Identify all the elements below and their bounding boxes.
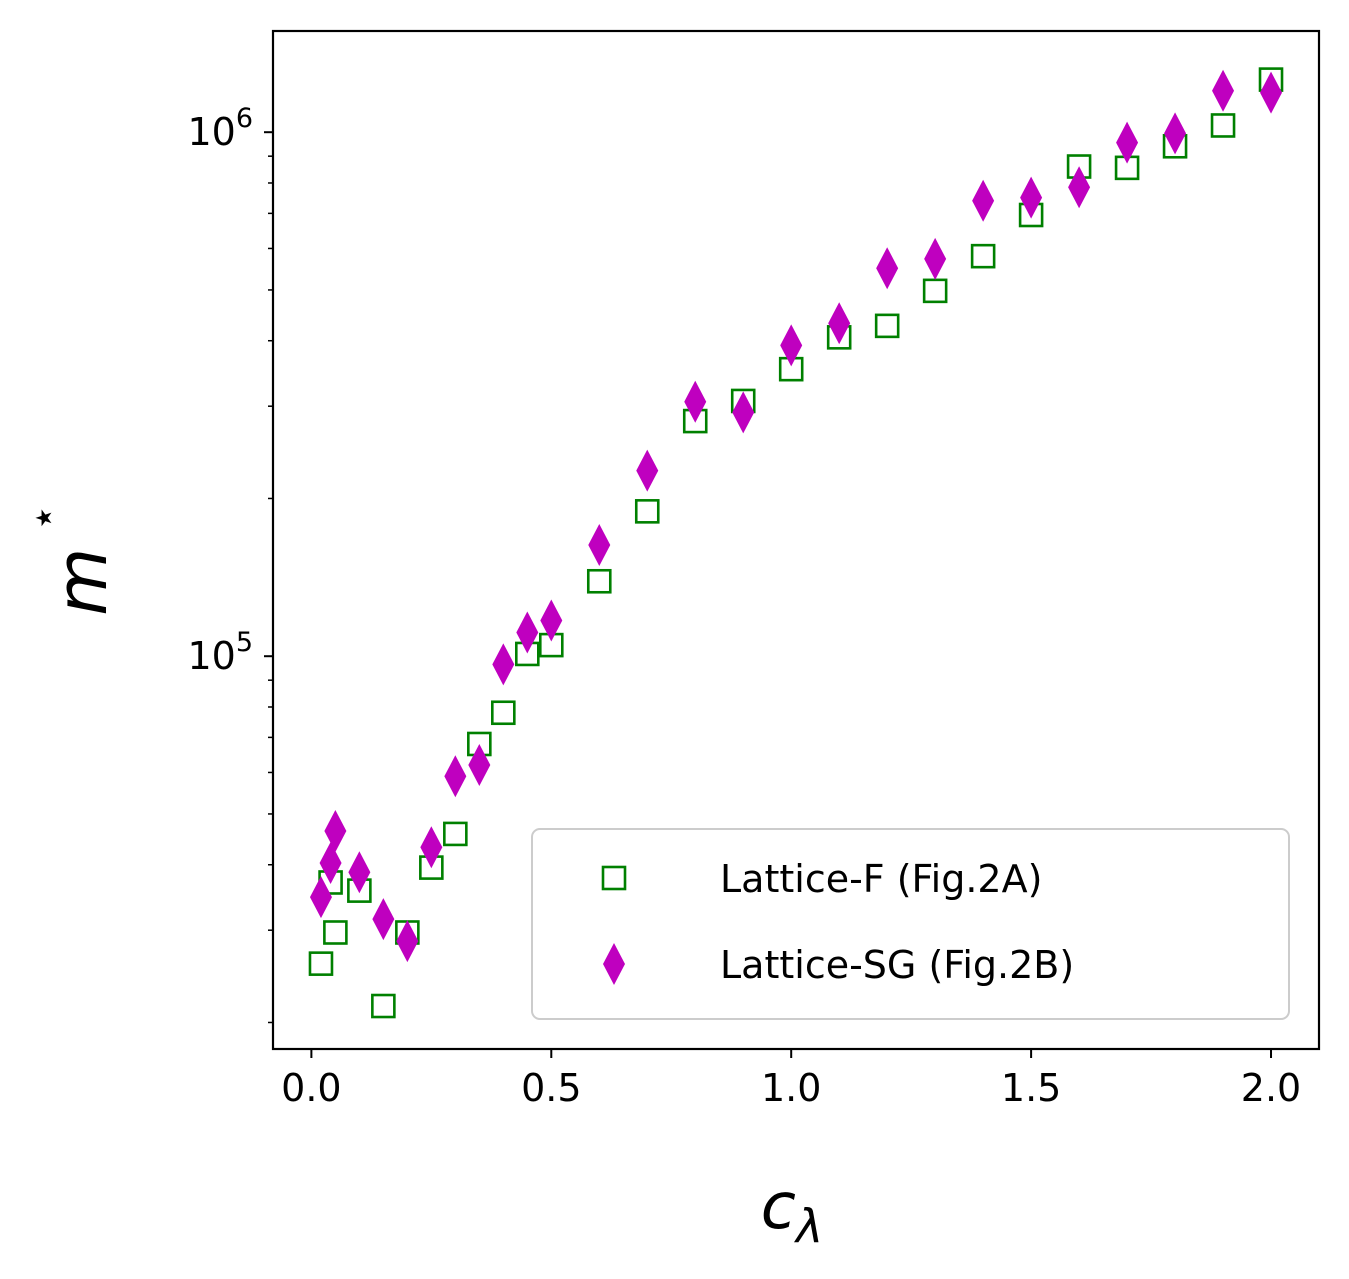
data-point-square xyxy=(874,313,900,339)
x-axis-label-main: c xyxy=(761,1170,796,1244)
data-point-diamond xyxy=(444,755,467,798)
legend-marker-lattice-f xyxy=(601,865,627,891)
data-point-diamond xyxy=(828,302,851,345)
data-point-diamond xyxy=(732,391,755,434)
data-point-diamond xyxy=(1164,112,1187,155)
y-tick-label: 106 xyxy=(187,103,253,154)
data-point-diamond xyxy=(1116,121,1139,164)
data-point-diamond xyxy=(324,809,347,852)
data-point-square xyxy=(970,243,996,269)
data-point-diamond xyxy=(468,744,491,787)
y-tick-label-exponent: 5 xyxy=(236,627,253,658)
data-point-diamond xyxy=(309,876,332,919)
data-point-diamond xyxy=(1020,176,1043,219)
y-axis-label: m⋆ xyxy=(18,504,123,616)
data-point-diamond xyxy=(924,237,947,280)
data-point-diamond xyxy=(492,643,515,686)
data-point-diamond xyxy=(636,449,659,492)
data-point-square xyxy=(443,821,468,847)
legend-marker-lattice-sg xyxy=(603,943,625,985)
x-tick-label: 0.5 xyxy=(521,1066,581,1110)
x-tick-label: 1.0 xyxy=(761,1066,821,1110)
data-point-diamond xyxy=(780,324,803,367)
data-markers xyxy=(308,67,1284,1019)
data-point-square xyxy=(371,993,396,1019)
y-axis-label-main: m xyxy=(41,548,123,616)
data-point-square xyxy=(491,700,516,726)
series-lattice-sg xyxy=(309,69,1283,963)
data-point-diamond xyxy=(540,599,563,642)
x-tick-label: 2.0 xyxy=(1241,1066,1301,1110)
y-tick-label-exponent: 6 xyxy=(236,103,253,134)
data-point-diamond xyxy=(1260,71,1283,114)
data-point-diamond xyxy=(516,611,539,654)
data-point-square xyxy=(308,951,334,976)
data-point-diamond xyxy=(319,842,342,885)
plot-frame xyxy=(271,29,1321,1051)
data-point-square xyxy=(323,920,348,945)
y-tick-label-base: 10 xyxy=(187,634,235,678)
data-point-square xyxy=(586,568,612,594)
data-point-diamond xyxy=(1068,166,1091,209)
legend-label-lattice-f: Lattice-F (Fig.2A) xyxy=(720,857,1042,901)
y-tick-label-base: 10 xyxy=(187,110,235,154)
x-axis-label: cλ xyxy=(761,1170,823,1253)
legend: Lattice-F (Fig.2A) Lattice-SG (Fig.2B) xyxy=(531,828,1290,1020)
legend-label-lattice-sg: Lattice-SG (Fig.2B) xyxy=(720,943,1074,987)
data-point-diamond xyxy=(684,380,707,423)
data-point-square xyxy=(634,499,660,524)
data-point-diamond xyxy=(420,826,443,869)
data-point-diamond xyxy=(348,851,371,894)
data-point-diamond xyxy=(396,920,419,963)
data-point-diamond xyxy=(372,898,395,941)
data-point-diamond xyxy=(972,179,995,222)
data-point-diamond xyxy=(588,524,611,567)
data-point-diamond xyxy=(876,247,899,290)
x-axis-label-subscript: λ xyxy=(793,1199,823,1253)
legend-box xyxy=(531,828,1290,1020)
data-point-diamond xyxy=(1212,69,1235,112)
y-tick-label: 105 xyxy=(187,627,253,678)
x-tick-label: 0.0 xyxy=(281,1066,341,1110)
y-axis-label-group: m⋆ xyxy=(18,504,123,616)
data-point-square xyxy=(1210,113,1236,138)
y-axis-label-superscript: ⋆ xyxy=(18,504,69,532)
x-tick-label: 1.5 xyxy=(1001,1066,1061,1110)
